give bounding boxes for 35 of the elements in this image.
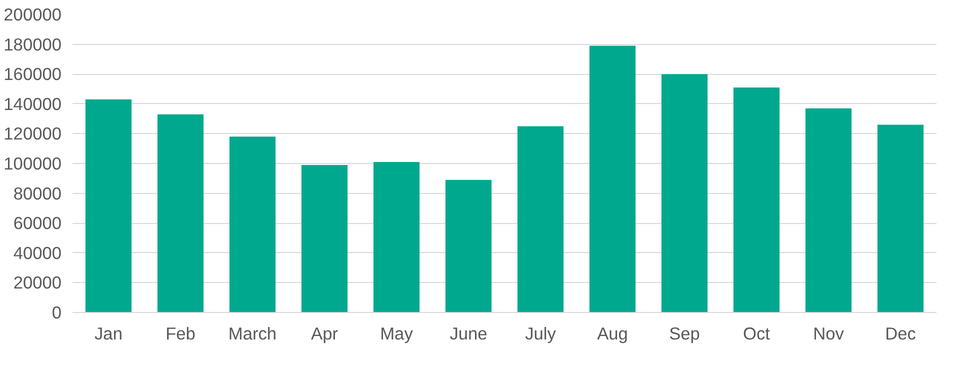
bar: [805, 108, 852, 312]
y-tick-label: 60000: [13, 213, 62, 234]
bar: [733, 88, 780, 312]
y-tick-label: 100000: [4, 154, 62, 174]
y-tick-label: 180000: [4, 34, 62, 54]
y-tick-label: 20000: [13, 272, 62, 293]
y-tick-label: 120000: [4, 124, 62, 144]
y-tick-label: 200000: [4, 4, 62, 24]
x-tick-label: July: [525, 324, 556, 344]
x-tick-label: Apr: [311, 324, 338, 344]
bar: [229, 136, 276, 312]
bar: [85, 99, 132, 312]
x-tick-label: June: [450, 324, 488, 344]
x-tick-label: March: [228, 324, 277, 344]
y-tick-label: 0: [52, 302, 62, 322]
y-tick-label: 140000: [4, 94, 62, 114]
bar: [661, 74, 708, 312]
bar: [517, 126, 564, 312]
bar: [877, 124, 924, 312]
x-tick-label: May: [380, 324, 414, 344]
bar: [589, 46, 636, 312]
y-tick-label: 80000: [13, 183, 62, 204]
x-tick-label: Sep: [669, 324, 700, 344]
x-tick-label: Jan: [94, 324, 122, 344]
bar: [157, 114, 204, 312]
x-tick-label: Aug: [597, 324, 628, 344]
bar: [301, 164, 348, 312]
x-tick-label: Dec: [885, 324, 916, 344]
y-tick-label: 160000: [4, 64, 62, 84]
x-tick-label: Nov: [813, 324, 844, 344]
x-tick-label: Oct: [743, 324, 770, 344]
bar: [445, 180, 492, 312]
y-tick-label: 40000: [13, 242, 62, 263]
bar: [373, 162, 420, 312]
x-tick-label: Feb: [166, 324, 196, 344]
